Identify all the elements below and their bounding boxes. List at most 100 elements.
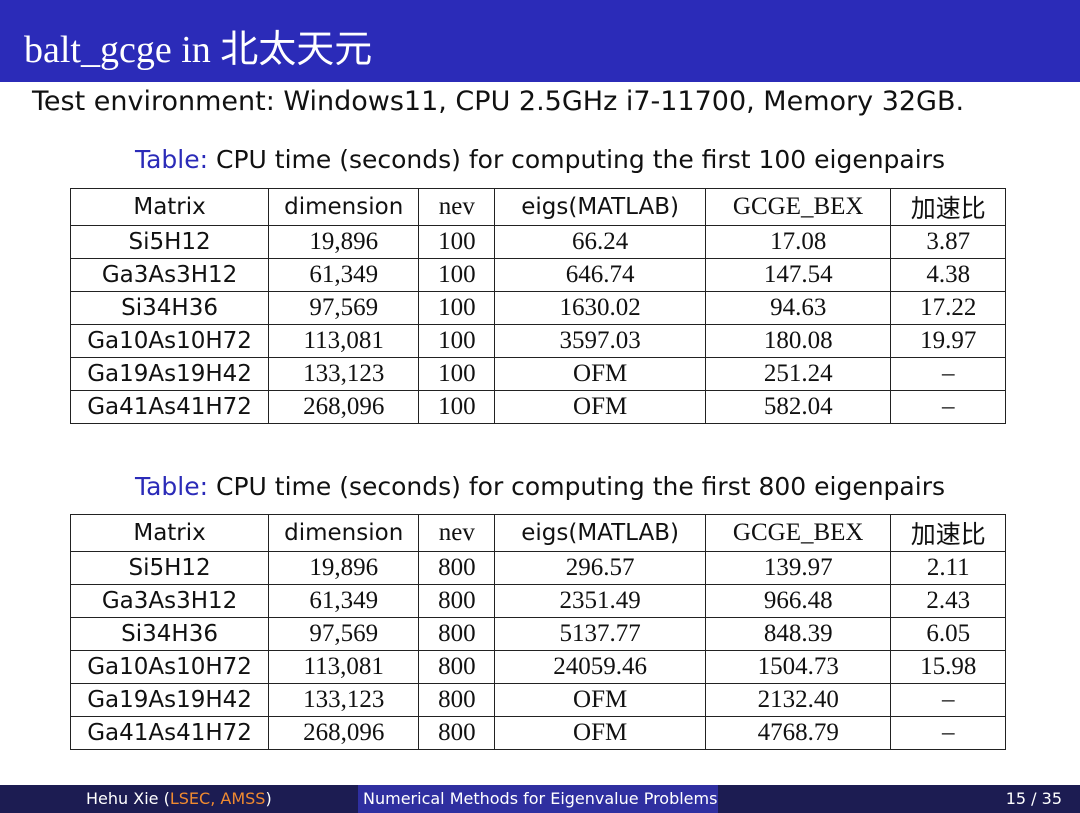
caption: Table: CPU time (seconds) for computing …	[0, 145, 1080, 174]
cell: 97,569	[268, 617, 420, 651]
cell: OFM	[494, 357, 706, 391]
header-row: Matrix dimension nev eigs(MATLAB) GCGE_BEX 加速…	[69, 188, 1006, 226]
cell: 17.08	[704, 225, 892, 259]
header-cell: Matrix	[69, 188, 270, 226]
cell: 100	[418, 357, 496, 391]
cell: Ga3As3H12	[69, 258, 270, 292]
cell: Si34H36	[69, 291, 270, 325]
cell: 646.74	[494, 258, 706, 292]
cell: Si5H12	[69, 225, 270, 259]
cell: OFM	[494, 716, 706, 750]
cell: Ga41As41H72	[69, 716, 270, 750]
header-row: Matrix dimension nev eigs(MATLAB) GCGE_BEX 加速…	[69, 514, 1006, 552]
cell: Ga19As19H42	[69, 357, 270, 391]
cell: 133,123	[268, 683, 420, 717]
cell: Ga10As10H72	[69, 324, 270, 358]
caption: Table: CPU time (seconds) for computing …	[0, 472, 1080, 501]
cell: Ga10As10H72	[69, 650, 270, 684]
header-cell: eigs(MATLAB)	[494, 514, 706, 552]
table: Matrix dimension nev eigs(MATLAB) GCGE_BEX 加速…	[69, 188, 1006, 424]
cell: –	[890, 357, 1006, 391]
cell: 61,349	[268, 258, 420, 292]
row: Ga41As41H72 268,096 100 OFM 582.04–	[69, 390, 1006, 424]
cell: 5137.77	[494, 617, 706, 651]
cell: 800	[418, 683, 496, 717]
row: Ga3As3H12 61,349 800 2351.49 966.48 2.43	[69, 584, 1006, 618]
footer: Hehu Xie (LSEC, AMSS) Numerical Methods …	[0, 785, 1080, 813]
cell: 17.22	[890, 291, 1006, 325]
row: Ga19As19H42 133,123 100 OFM 251.24–	[69, 357, 1006, 391]
header-cell: nev	[418, 188, 496, 226]
cell: 268,096	[268, 716, 420, 750]
cell: 3597.03	[494, 324, 706, 358]
cell: 66.24	[494, 225, 706, 259]
cell: 6.05	[890, 617, 1006, 651]
cell: Si34H36	[69, 617, 270, 651]
cell: 113,081	[268, 650, 420, 684]
cell: 2.11	[890, 551, 1006, 585]
header-cell: 加速比	[890, 514, 1006, 552]
cell: Si5H12	[69, 551, 270, 585]
cell: OFM	[494, 683, 706, 717]
cell: –	[890, 390, 1006, 424]
cell: OFM	[494, 390, 706, 424]
cell: 800	[418, 584, 496, 618]
cell: 2.43	[890, 584, 1006, 618]
affiliation: LSEC, AMSS	[169, 789, 266, 808]
header-cell: 加速比	[890, 188, 1006, 226]
cell: 1504.73	[704, 650, 892, 684]
caption-text: CPU time (seconds) for computing the fir…	[216, 472, 945, 501]
row: Si34H36 97,569 800 5137.77 848.39 6.05	[69, 617, 1006, 651]
row: Ga10As10H72 113,081 800 24059.46 1504.73 15.9…	[69, 650, 1006, 684]
row: Si5H12 19,896 100 66.24 17.08 3.87	[69, 225, 1006, 259]
row: Ga19As19H42 133,123 800 OFM 2132.40–	[69, 683, 1006, 717]
row: Ga10As10H72 113,081 100 3597.03 180.08 19.97	[69, 324, 1006, 358]
header-cell: Matrix	[69, 514, 270, 552]
header-cell: dimension	[268, 514, 420, 552]
row: Si34H36 97,569 100 1630.02 94.63 17.22	[69, 291, 1006, 325]
cell: 133,123	[268, 357, 420, 391]
cell: 848.39	[704, 617, 892, 651]
row: Ga41As41H72 268,096 800 OFM 4768.79–	[69, 716, 1006, 750]
cell: 24059.46	[494, 650, 706, 684]
cell: 2351.49	[494, 584, 706, 618]
cell: 966.48	[704, 584, 892, 618]
cell: Ga3As3H12	[69, 584, 270, 618]
cell: Ga19As19H42	[69, 683, 270, 717]
cell: 4.38	[890, 258, 1006, 292]
cell: 94.63	[704, 291, 892, 325]
cell: 19,896	[268, 225, 420, 259]
cell: 113,081	[268, 324, 420, 358]
bracket: (	[163, 789, 170, 808]
cell: 15.98	[890, 650, 1006, 684]
title: balt_gcge in 北太天元	[24, 29, 373, 71]
footer-author: Hehu Xie (LSEC, AMSS)	[86, 789, 272, 808]
cell: 100	[418, 390, 496, 424]
cell: 2132.40	[704, 683, 892, 717]
bracket: )	[265, 789, 272, 808]
header: balt_gcge in 北太天元	[0, 0, 1080, 82]
cell: 19.97	[890, 324, 1006, 358]
cell: 800	[418, 716, 496, 750]
cell: 100	[418, 258, 496, 292]
cell: 100	[418, 324, 496, 358]
cell: 100	[418, 291, 496, 325]
cell: –	[890, 683, 1006, 717]
cell: Ga41As41H72	[69, 390, 270, 424]
cell: 61,349	[268, 584, 420, 618]
row: Si5H12 19,896 800 296.57 139.97 2.11	[69, 551, 1006, 585]
cell: 100	[418, 225, 496, 259]
caption-label: Table:	[134, 145, 209, 174]
cell: 296.57	[494, 551, 706, 585]
cell: 139.97	[704, 551, 892, 585]
page-number: 15 / 35	[1005, 789, 1062, 808]
cell: 1630.02	[494, 291, 706, 325]
environment: Test environment: Windows11, CPU 2.5GHz …	[32, 86, 965, 117]
caption-label: Table:	[134, 472, 209, 501]
header-cell: GCGE_BEX	[704, 188, 892, 226]
footer-middle	[358, 785, 718, 813]
row: Ga3As3H12 61,349 100 646.74 147.54 4.38	[69, 258, 1006, 292]
cell: 147.54	[704, 258, 892, 292]
cell: 582.04	[704, 390, 892, 424]
